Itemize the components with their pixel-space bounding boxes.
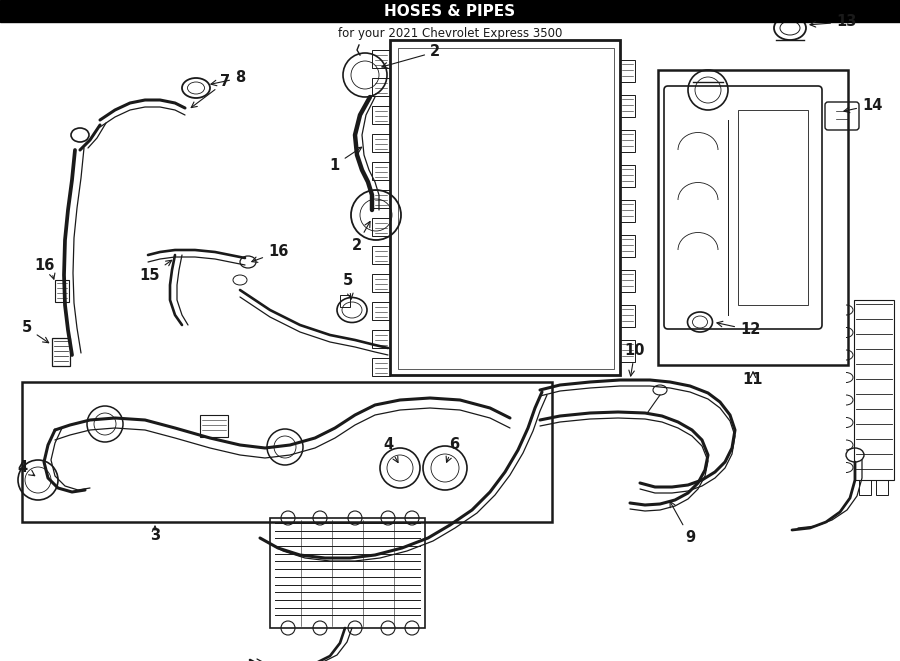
Bar xyxy=(620,235,635,257)
Bar xyxy=(620,95,635,117)
Bar xyxy=(22,382,552,522)
Bar xyxy=(0,0,900,22)
Bar xyxy=(738,110,808,305)
Text: 1: 1 xyxy=(329,147,362,173)
Bar xyxy=(620,130,635,152)
Bar xyxy=(372,190,390,208)
Text: HOSES & PIPES: HOSES & PIPES xyxy=(384,3,516,19)
Text: 14: 14 xyxy=(844,98,882,112)
Text: 4: 4 xyxy=(382,437,398,463)
Bar xyxy=(859,480,871,495)
Bar xyxy=(620,305,635,327)
Text: 2: 2 xyxy=(382,44,440,68)
Bar xyxy=(372,162,390,180)
Bar xyxy=(372,50,390,68)
Bar xyxy=(372,246,390,264)
Bar xyxy=(372,330,390,348)
Bar xyxy=(658,70,848,365)
Bar xyxy=(372,134,390,152)
Bar xyxy=(620,340,635,362)
Bar xyxy=(372,274,390,292)
Text: 5: 5 xyxy=(22,321,49,343)
Text: 9: 9 xyxy=(670,502,695,545)
Bar xyxy=(620,270,635,292)
Text: 3: 3 xyxy=(150,527,160,543)
Bar xyxy=(200,415,228,437)
Text: 10: 10 xyxy=(625,343,645,376)
Bar xyxy=(55,280,69,302)
Text: 8: 8 xyxy=(211,71,245,86)
Bar xyxy=(876,480,888,495)
Bar xyxy=(340,295,350,307)
Text: 2: 2 xyxy=(352,221,370,253)
Bar xyxy=(270,518,425,628)
Text: 16: 16 xyxy=(35,258,55,272)
Text: 5: 5 xyxy=(343,273,353,299)
Bar xyxy=(854,300,894,480)
Bar xyxy=(398,48,614,369)
Text: 13: 13 xyxy=(810,15,857,30)
Text: 16: 16 xyxy=(252,245,288,262)
Bar xyxy=(372,106,390,124)
Bar xyxy=(372,302,390,320)
Text: for your 2021 Chevrolet Express 3500: for your 2021 Chevrolet Express 3500 xyxy=(338,26,562,40)
Bar xyxy=(390,40,620,375)
Text: 7: 7 xyxy=(191,75,230,108)
Bar xyxy=(620,165,635,187)
Text: 12: 12 xyxy=(717,321,760,338)
Bar xyxy=(620,60,635,82)
Bar xyxy=(372,358,390,376)
Bar xyxy=(372,218,390,236)
Text: 6: 6 xyxy=(446,437,459,462)
Text: 4: 4 xyxy=(18,460,35,476)
Bar xyxy=(372,78,390,96)
Text: 11: 11 xyxy=(742,373,763,387)
Text: 15: 15 xyxy=(140,260,172,283)
Bar xyxy=(620,200,635,222)
Bar xyxy=(52,338,70,366)
